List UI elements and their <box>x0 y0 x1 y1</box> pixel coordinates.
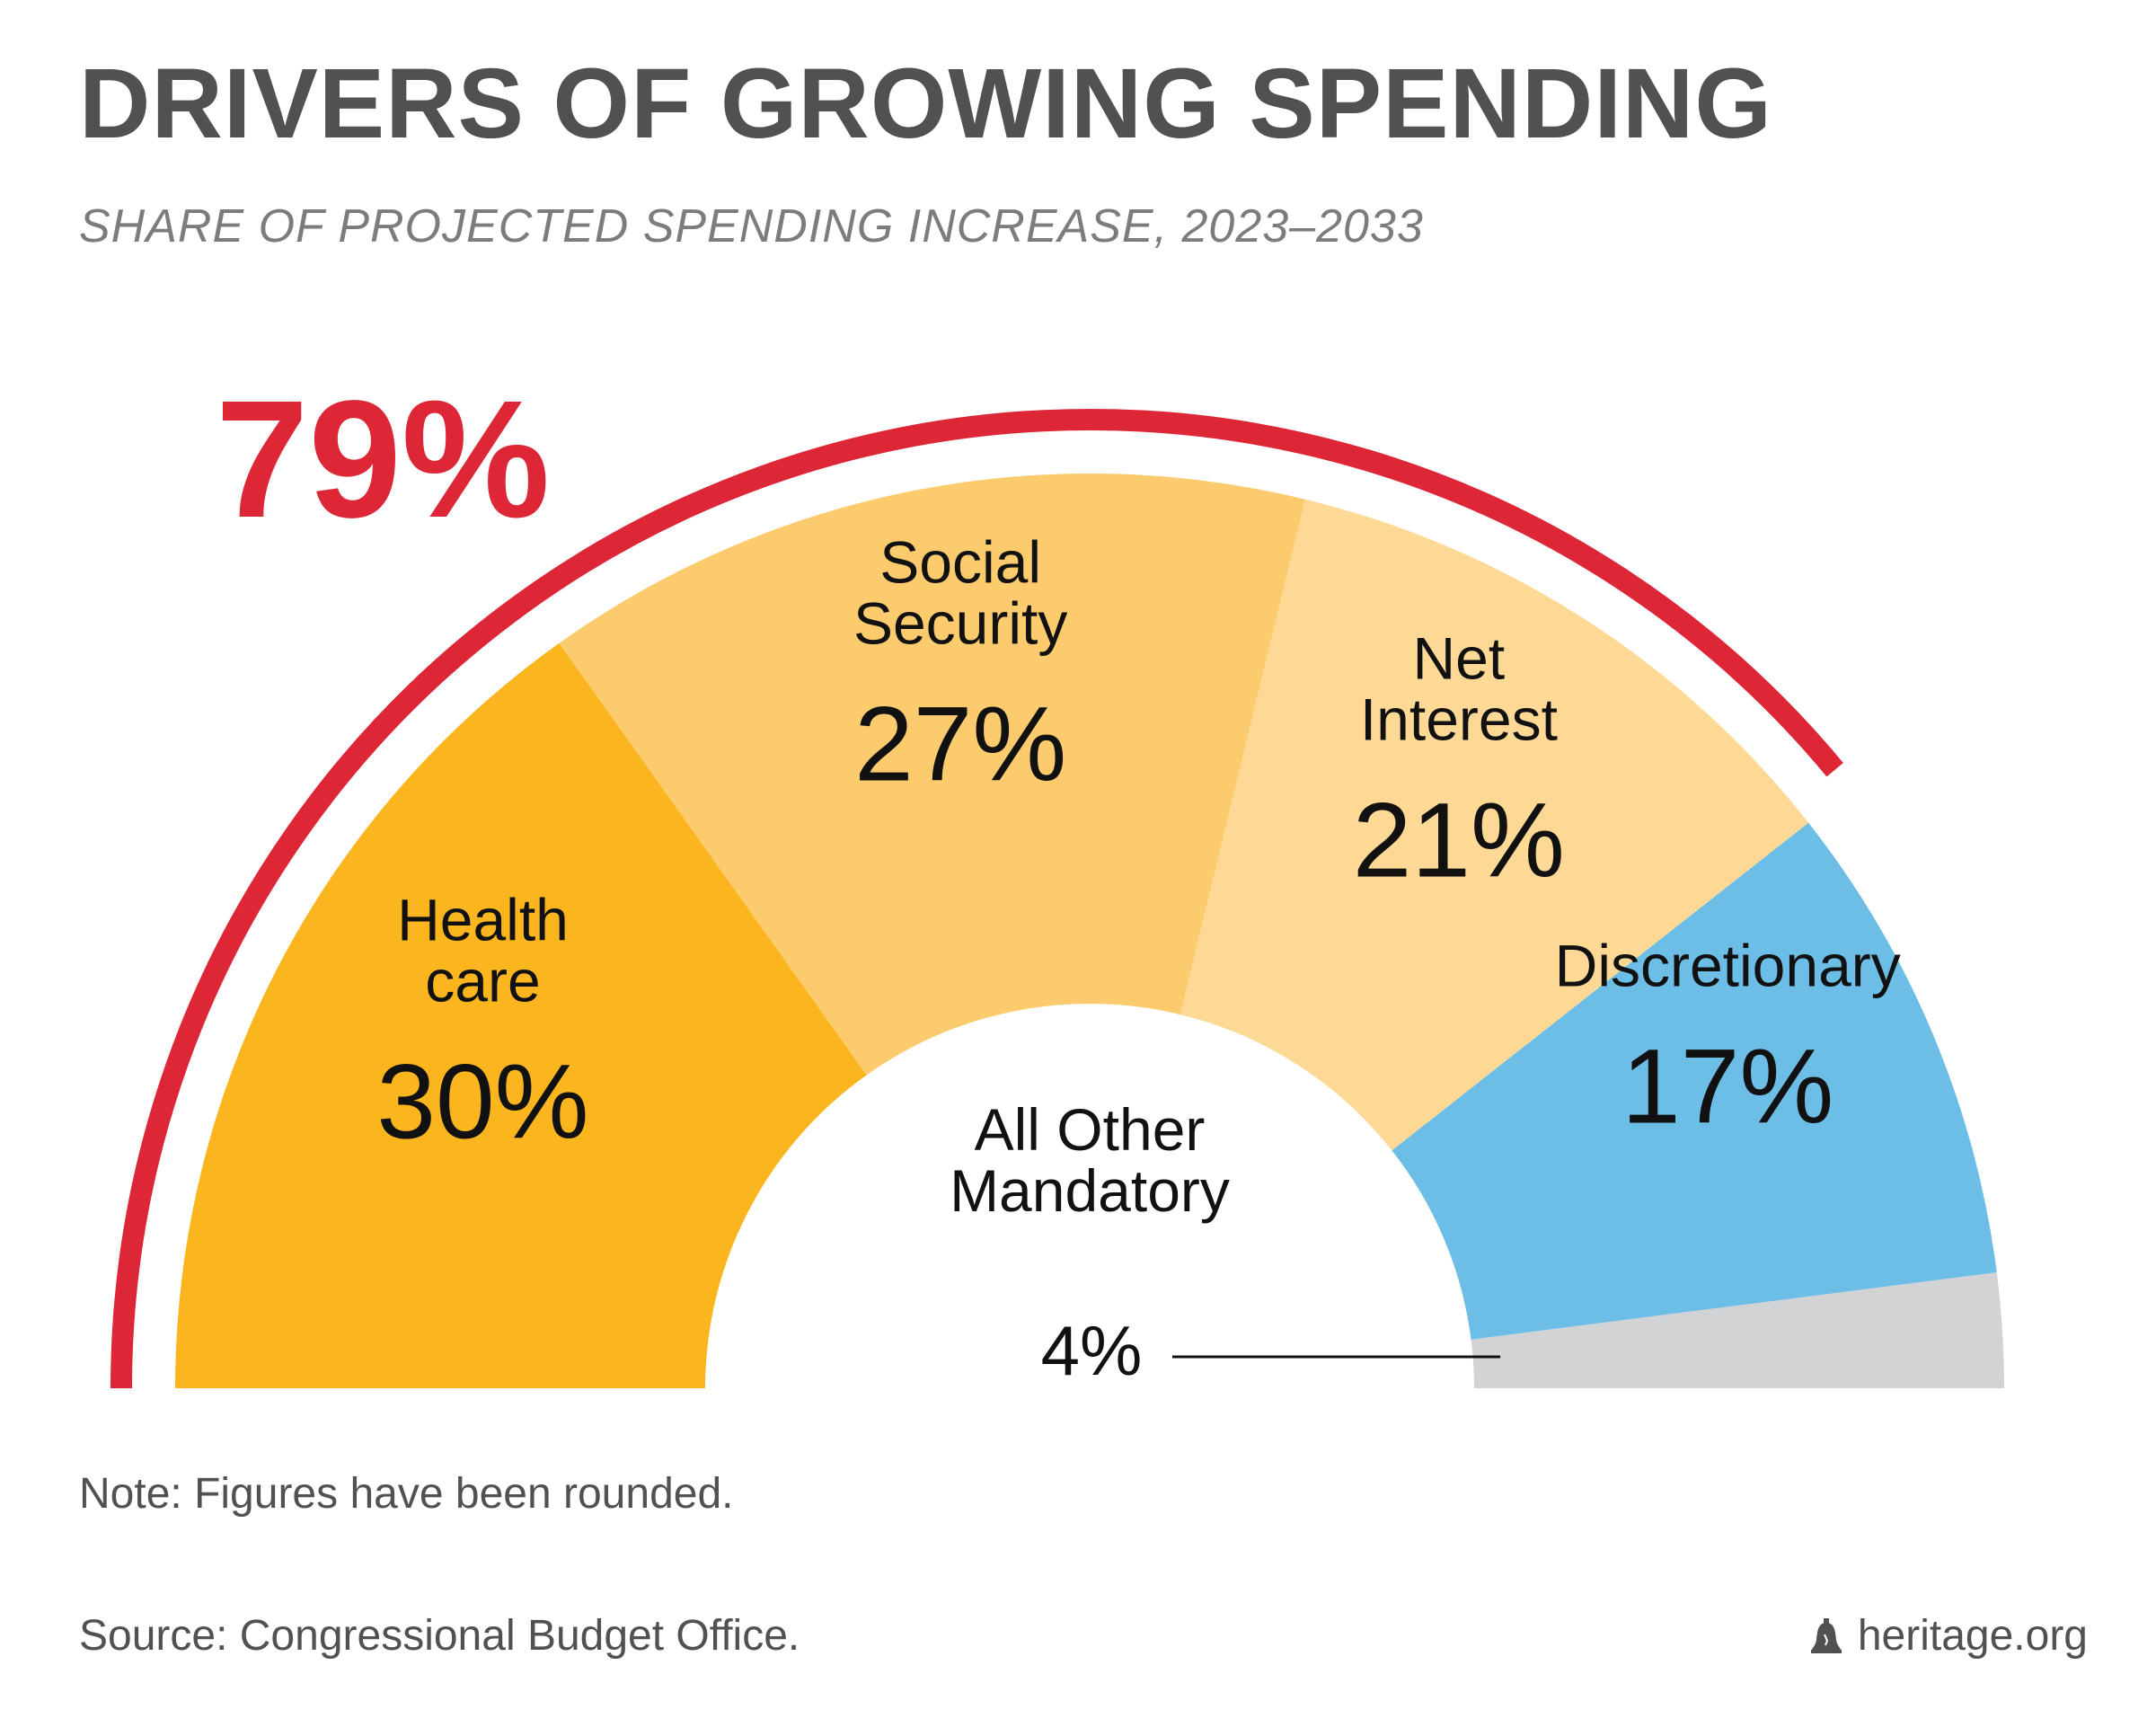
slice-label-net-interest: Net <box>1413 625 1506 692</box>
slice-value-net-interest: 21% <box>1353 782 1565 900</box>
credit-label: heritage.org <box>1857 1612 2088 1660</box>
slice-value-health-care: 30% <box>376 1043 588 1162</box>
slice-label-social-security: Security <box>853 590 1067 657</box>
slice-label-all-other-mandatory: Mandatory <box>950 1157 1230 1224</box>
bracket-label: 79% <box>216 367 550 553</box>
bracket-arc <box>110 409 1843 1389</box>
source-text: Source: Congressional Budget Office. <box>79 1612 800 1660</box>
slice-all-other-mandatory <box>1471 1272 2004 1388</box>
slice-value-all-other-mandatory: 4% <box>1041 1311 1143 1390</box>
credit[interactable]: heritage.org <box>1810 1611 2088 1661</box>
slice-label-health-care: Health <box>397 887 569 953</box>
slice-value-social-security: 27% <box>854 686 1066 804</box>
chart-title: DRIVERS OF GROWING SPENDING <box>79 49 1772 159</box>
note-text: Note: Figures have been rounded. <box>79 1470 734 1518</box>
slice-discretionary <box>1392 822 1997 1340</box>
slice-label-health-care: care <box>425 948 540 1014</box>
liberty-bell-icon <box>1810 1617 1842 1653</box>
chart-slices <box>175 474 2004 1388</box>
slice-label-net-interest: Interest <box>1360 686 1558 753</box>
slice-label-social-security: Social <box>879 529 1041 596</box>
slice-label-discretionary: Discretionary <box>1555 933 1901 999</box>
slice-net-interest <box>1180 499 1809 1151</box>
slice-label-all-other-mandatory: All Other <box>975 1096 1206 1163</box>
chart-subtitle: SHARE OF PROJECTED SPENDING INCREASE, 20… <box>79 200 1424 252</box>
slice-social-security <box>559 474 1306 1076</box>
slice-value-discretionary: 17% <box>1621 1028 1833 1147</box>
slice-health-care <box>175 642 867 1388</box>
chart-bracket: 79% <box>110 367 1843 1389</box>
